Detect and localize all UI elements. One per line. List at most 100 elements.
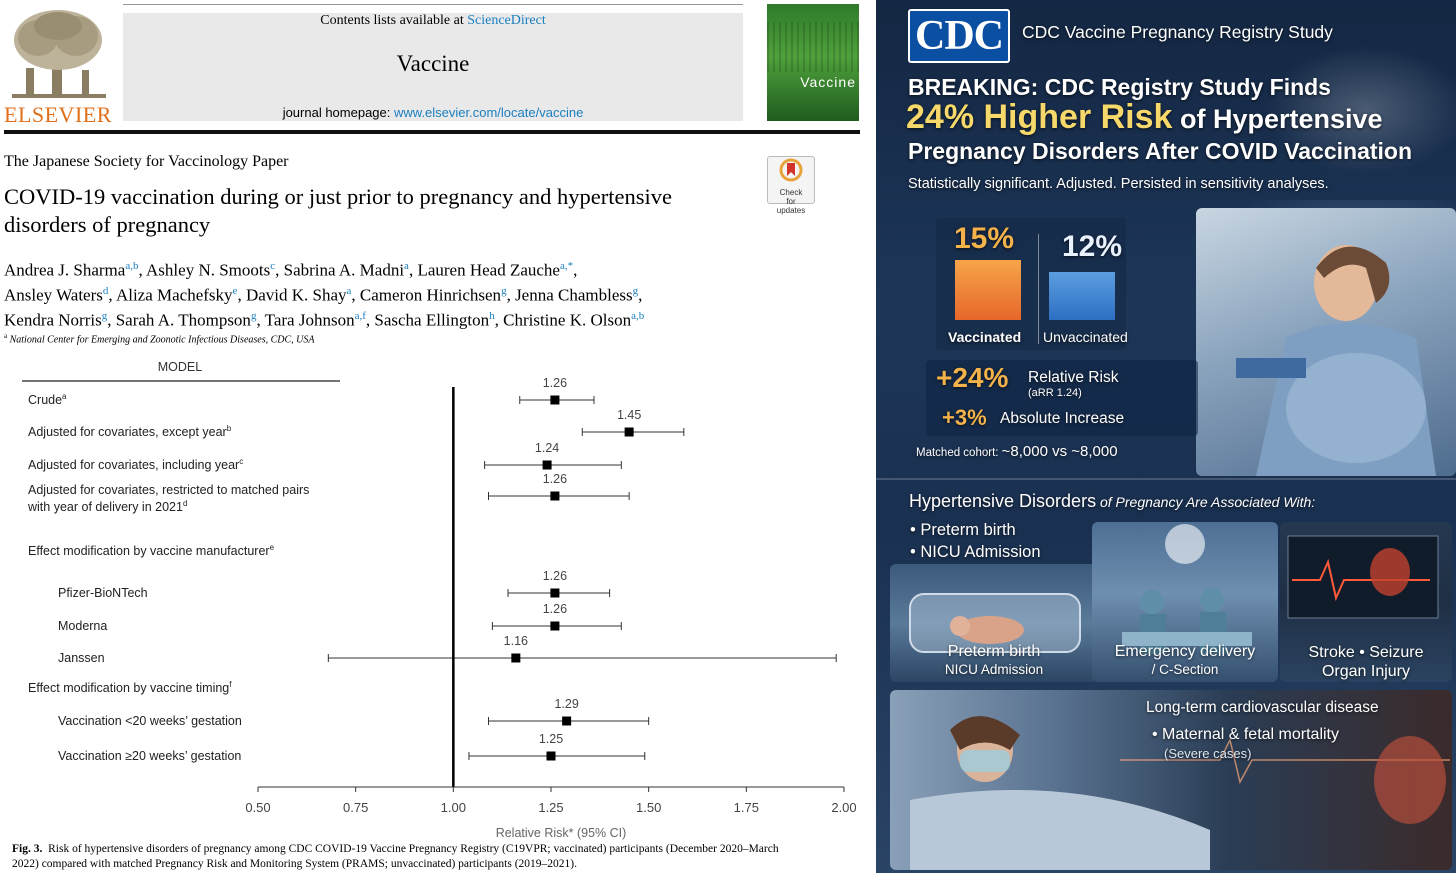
x-tick-label: 1.25 [538,800,563,815]
value-label: 1.26 [543,376,567,390]
rr-box [926,360,1198,436]
list-item: • NICU Admission [910,543,1041,561]
panel-stroke [1280,522,1452,682]
x-axis-label: Relative Risk* (95% CI) [496,826,627,840]
unvaccinated-value: 12% [1062,230,1123,263]
authors-line: Ansley Watersd, Aliza Machefskye, David … [4,285,643,305]
subline: Statistically significant. Adjusted. Per… [908,176,1329,192]
author-list: Andrea J. Sharmaa,b, Ashley N. Smootsc, … [4,256,644,331]
author-name: Tara Johnson [264,310,355,330]
point-estimate [562,716,572,726]
infographic: CDC CDC Vaccine Pregnancy Registry Study… [876,0,1456,873]
value-label: 1.25 [539,732,563,746]
author-affiliation-sup[interactable]: h [489,310,495,323]
elsevier-logo: ELSEVIER [4,8,114,127]
panel-preterm [890,564,1098,682]
journal-title: Vaccine [396,51,470,76]
heart-monitor-icon [1287,535,1439,619]
panel1-caption: Preterm birth NICU Admission [944,643,1044,677]
forest-plot: MODEL Crudea 1.26 Adjusted for covariates, … [22,360,857,840]
author-name: Ashley N. Smoots [146,260,271,280]
x-tick-label: 2.00 [831,800,856,815]
affiliation: a National Center for Emerging and Zoono… [4,332,315,346]
point-estimate [550,395,560,405]
point-estimate [550,491,560,501]
row-label: Janssen [58,651,105,665]
author-affiliation-sup[interactable]: g [632,285,639,298]
society-label: The Japanese Society for Vaccinology Pap… [4,153,289,170]
author-affiliation-sup[interactable]: g [250,310,257,323]
row-label: Effect modification by vaccine timingf [28,680,232,695]
x-tick-label: 0.50 [245,800,270,815]
author-name: Andrea J. Sharma [4,260,126,280]
author-name: Jenna Chambless [515,285,633,305]
author-affiliation-sup[interactable]: e [232,285,238,298]
rr-sub: (aRR 1.24) [1028,387,1082,399]
author-affiliation-sup[interactable]: a,b [125,260,139,272]
author-affiliation-sup[interactable]: d [102,285,109,298]
author-affiliation-sup[interactable]: g [501,285,507,298]
bullet-list: • Preterm birth • NICU Admission [910,519,1041,563]
list-item: • Preterm birth [910,521,1016,539]
author-name: David K. Shay [245,285,347,305]
author-name: Lauren Head Zauche [417,260,560,280]
headline-line1: BREAKING: CDC Registry Study Finds [908,74,1331,100]
incubator-icon [909,593,1081,653]
author-affiliation-sup[interactable]: a [404,260,409,272]
author-affiliation-sup[interactable]: a [346,285,352,298]
bar-divider [1038,234,1039,344]
point-estimate [550,621,560,631]
headline-line2: 24% Higher Risk of Hypertensive [906,98,1383,136]
panel-delivery [1092,522,1278,682]
header-title: CDC Vaccine Pregnancy Registry Study [1022,22,1333,42]
point-estimate [546,751,556,761]
journal-banner: Contents lists available at ScienceDirec… [123,13,743,121]
homepage-link[interactable]: www.elsevier.com/locate/vaccine [394,105,584,120]
author-affiliation-sup[interactable]: a,b [631,310,645,323]
rr-big: +24% [936,362,1009,393]
authors-line: Kendra Norrisg, Sarah A. Thompsong, Tara… [4,310,645,330]
value-label: 1.24 [535,441,559,455]
authors-line: Andrea J. Sharmaa,b, Ashley N. Smootsc, … [4,260,578,280]
row-label: Pfizer-BioNTech [58,586,148,600]
patient-illustration [1196,208,1456,476]
headline-line3: Pregnancy Disorders After COVID Vaccinat… [908,138,1413,164]
crossmark-icon [779,158,803,182]
unvaccinated-bar [1049,272,1115,320]
rr-label: Relative Risk [1028,369,1119,386]
point-estimate [550,588,560,598]
author-affiliation-sup[interactable]: a,* [559,260,574,272]
row-label: Effect modification by vaccine manufactu… [28,543,275,558]
panel2-caption: Emergency delivery / C-Section [1114,643,1256,677]
author-affiliation-sup[interactable]: c [270,260,276,272]
section-divider [876,478,1456,480]
row-label: Adjusted for covariates, except yearb [28,424,232,439]
icu-patient-icon [910,716,1450,870]
row-label: Moderna [58,619,107,633]
author-affiliation-sup[interactable]: a,f [354,310,366,323]
point-estimate [624,427,634,437]
value-label: 1.26 [543,602,567,616]
author-affiliation-sup[interactable]: g [101,310,108,323]
x-tick-label: 1.00 [441,800,466,815]
vaccinated-value: 15% [954,222,1015,255]
contents-line: Contents lists available at ScienceDirec… [320,13,546,28]
value-label: 1.26 [543,472,567,486]
row-label: Vaccination ≥20 weeks’ gestation [58,749,241,763]
check-updates-button[interactable]: Check for updates [767,156,815,215]
publisher-name: ELSEVIER [4,102,112,127]
author-name: Kendra Norris [4,310,102,330]
point-estimate [542,460,552,470]
sciencedirect-link[interactable]: ScienceDirect [467,13,546,28]
vaccinated-label: Vaccinated [948,329,1022,345]
abs-label: Absolute Increase [1000,410,1125,427]
value-label: 1.45 [617,408,641,422]
bottom-title: Long-term cardiovascular disease [1146,699,1379,716]
cdc-logo: CDC [908,9,1010,63]
paper-title: COVID-19 vaccination during or just prio… [4,184,672,237]
author-name: Christine K. Olson [503,310,632,330]
author-name: Cameron Hinrichsen [359,285,502,305]
cohort-line: Matched cohort: ~8,000 vs ~8,000 [916,443,1118,460]
author-name: Ansley Waters [4,285,103,305]
panel-icu [890,690,1452,870]
